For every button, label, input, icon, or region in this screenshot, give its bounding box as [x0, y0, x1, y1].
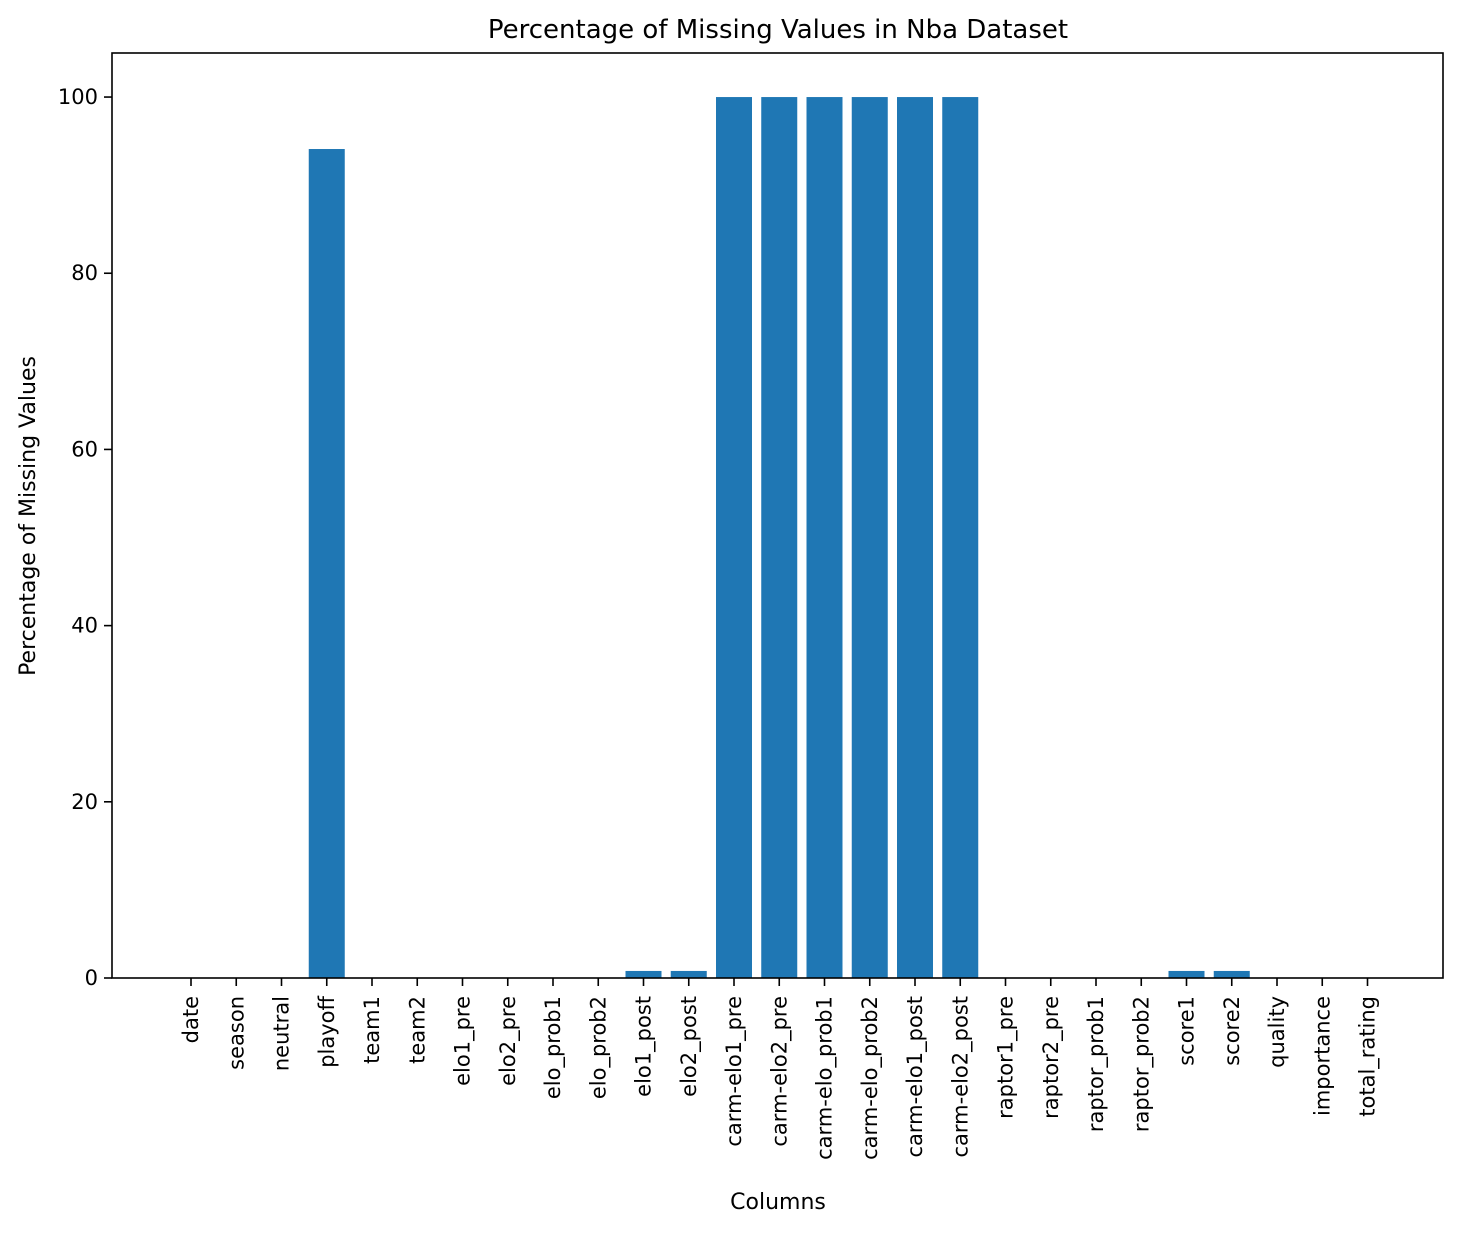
y-tick-label: 20 — [71, 790, 98, 814]
x-tick-label: carm-elo_prob1 — [813, 996, 838, 1160]
plot-frame — [111, 52, 1444, 979]
x-tick-label: team2 — [405, 996, 429, 1064]
x-tick-label: importance — [1310, 996, 1334, 1116]
x-tick-label: carm-elo2_post — [948, 996, 973, 1158]
y-axis: 0 20 40 60 80 100 — [58, 85, 112, 990]
x-tick-label: raptor_prob1 — [1084, 996, 1109, 1132]
bar-carm-elo2_post — [942, 97, 979, 979]
bar-score2 — [1213, 970, 1250, 978]
x-tick-label: total_rating — [1356, 996, 1381, 1117]
y-tick-label: 40 — [71, 614, 98, 638]
x-tick-label: elo_prob2 — [586, 996, 611, 1099]
x-tick-label: carm-elo1_post — [903, 996, 928, 1158]
y-tick-label: 60 — [71, 437, 98, 461]
x-tick-label: score1 — [1175, 996, 1199, 1066]
x-tick-label: quality — [1265, 996, 1289, 1068]
x-tick-label: raptor2_pre — [1039, 996, 1064, 1119]
x-tick-label: carm-elo2_pre — [767, 996, 792, 1147]
bar-elo1_post — [625, 970, 662, 978]
x-tick-label: carm-elo_prob2 — [858, 996, 883, 1160]
x-tick-label: team1 — [360, 996, 384, 1064]
bar-carm-elo2_pre — [761, 97, 798, 979]
x-tick-label: neutral — [270, 996, 294, 1071]
bar-elo2_post — [670, 970, 707, 978]
x-tick-label: season — [224, 996, 248, 1070]
bar-carm-elo1_pre — [716, 97, 752, 979]
y-tick-label: 80 — [71, 261, 98, 285]
x-tick-label: elo2_pre — [496, 996, 521, 1086]
bars-group — [308, 97, 1250, 979]
y-axis-label: Percentage of Missing Values — [16, 356, 41, 676]
x-tick-label: playoff — [315, 995, 339, 1067]
x-axis: date season neutral playoff team1 team2 elo1_p… — [179, 978, 1381, 1160]
x-tick-label: score2 — [1220, 996, 1244, 1066]
chart-title: Percentage of Missing Values in Nba Data… — [488, 15, 1068, 45]
x-tick-label: elo2_post — [677, 996, 702, 1097]
bar-playoff — [308, 149, 345, 978]
x-tick-label: date — [179, 996, 203, 1043]
y-tick-label: 0 — [85, 966, 98, 990]
x-tick-label: raptor_prob2 — [1129, 996, 1154, 1132]
x-tick-label: raptor1_pre — [994, 996, 1019, 1119]
x-tick-label: elo1_post — [632, 996, 657, 1097]
bar-score1 — [1168, 970, 1205, 978]
bar-carm-elo_prob2 — [851, 97, 888, 979]
y-tick-label: 100 — [58, 85, 98, 109]
x-tick-label: elo_prob1 — [541, 996, 566, 1099]
x-tick-label: carm-elo1_pre — [722, 996, 747, 1147]
bar-carm-elo1_post — [897, 97, 933, 979]
bar-carm-elo_prob1 — [806, 97, 843, 979]
x-tick-label: elo1_pre — [451, 996, 476, 1086]
x-axis-label: Columns — [730, 1190, 826, 1215]
